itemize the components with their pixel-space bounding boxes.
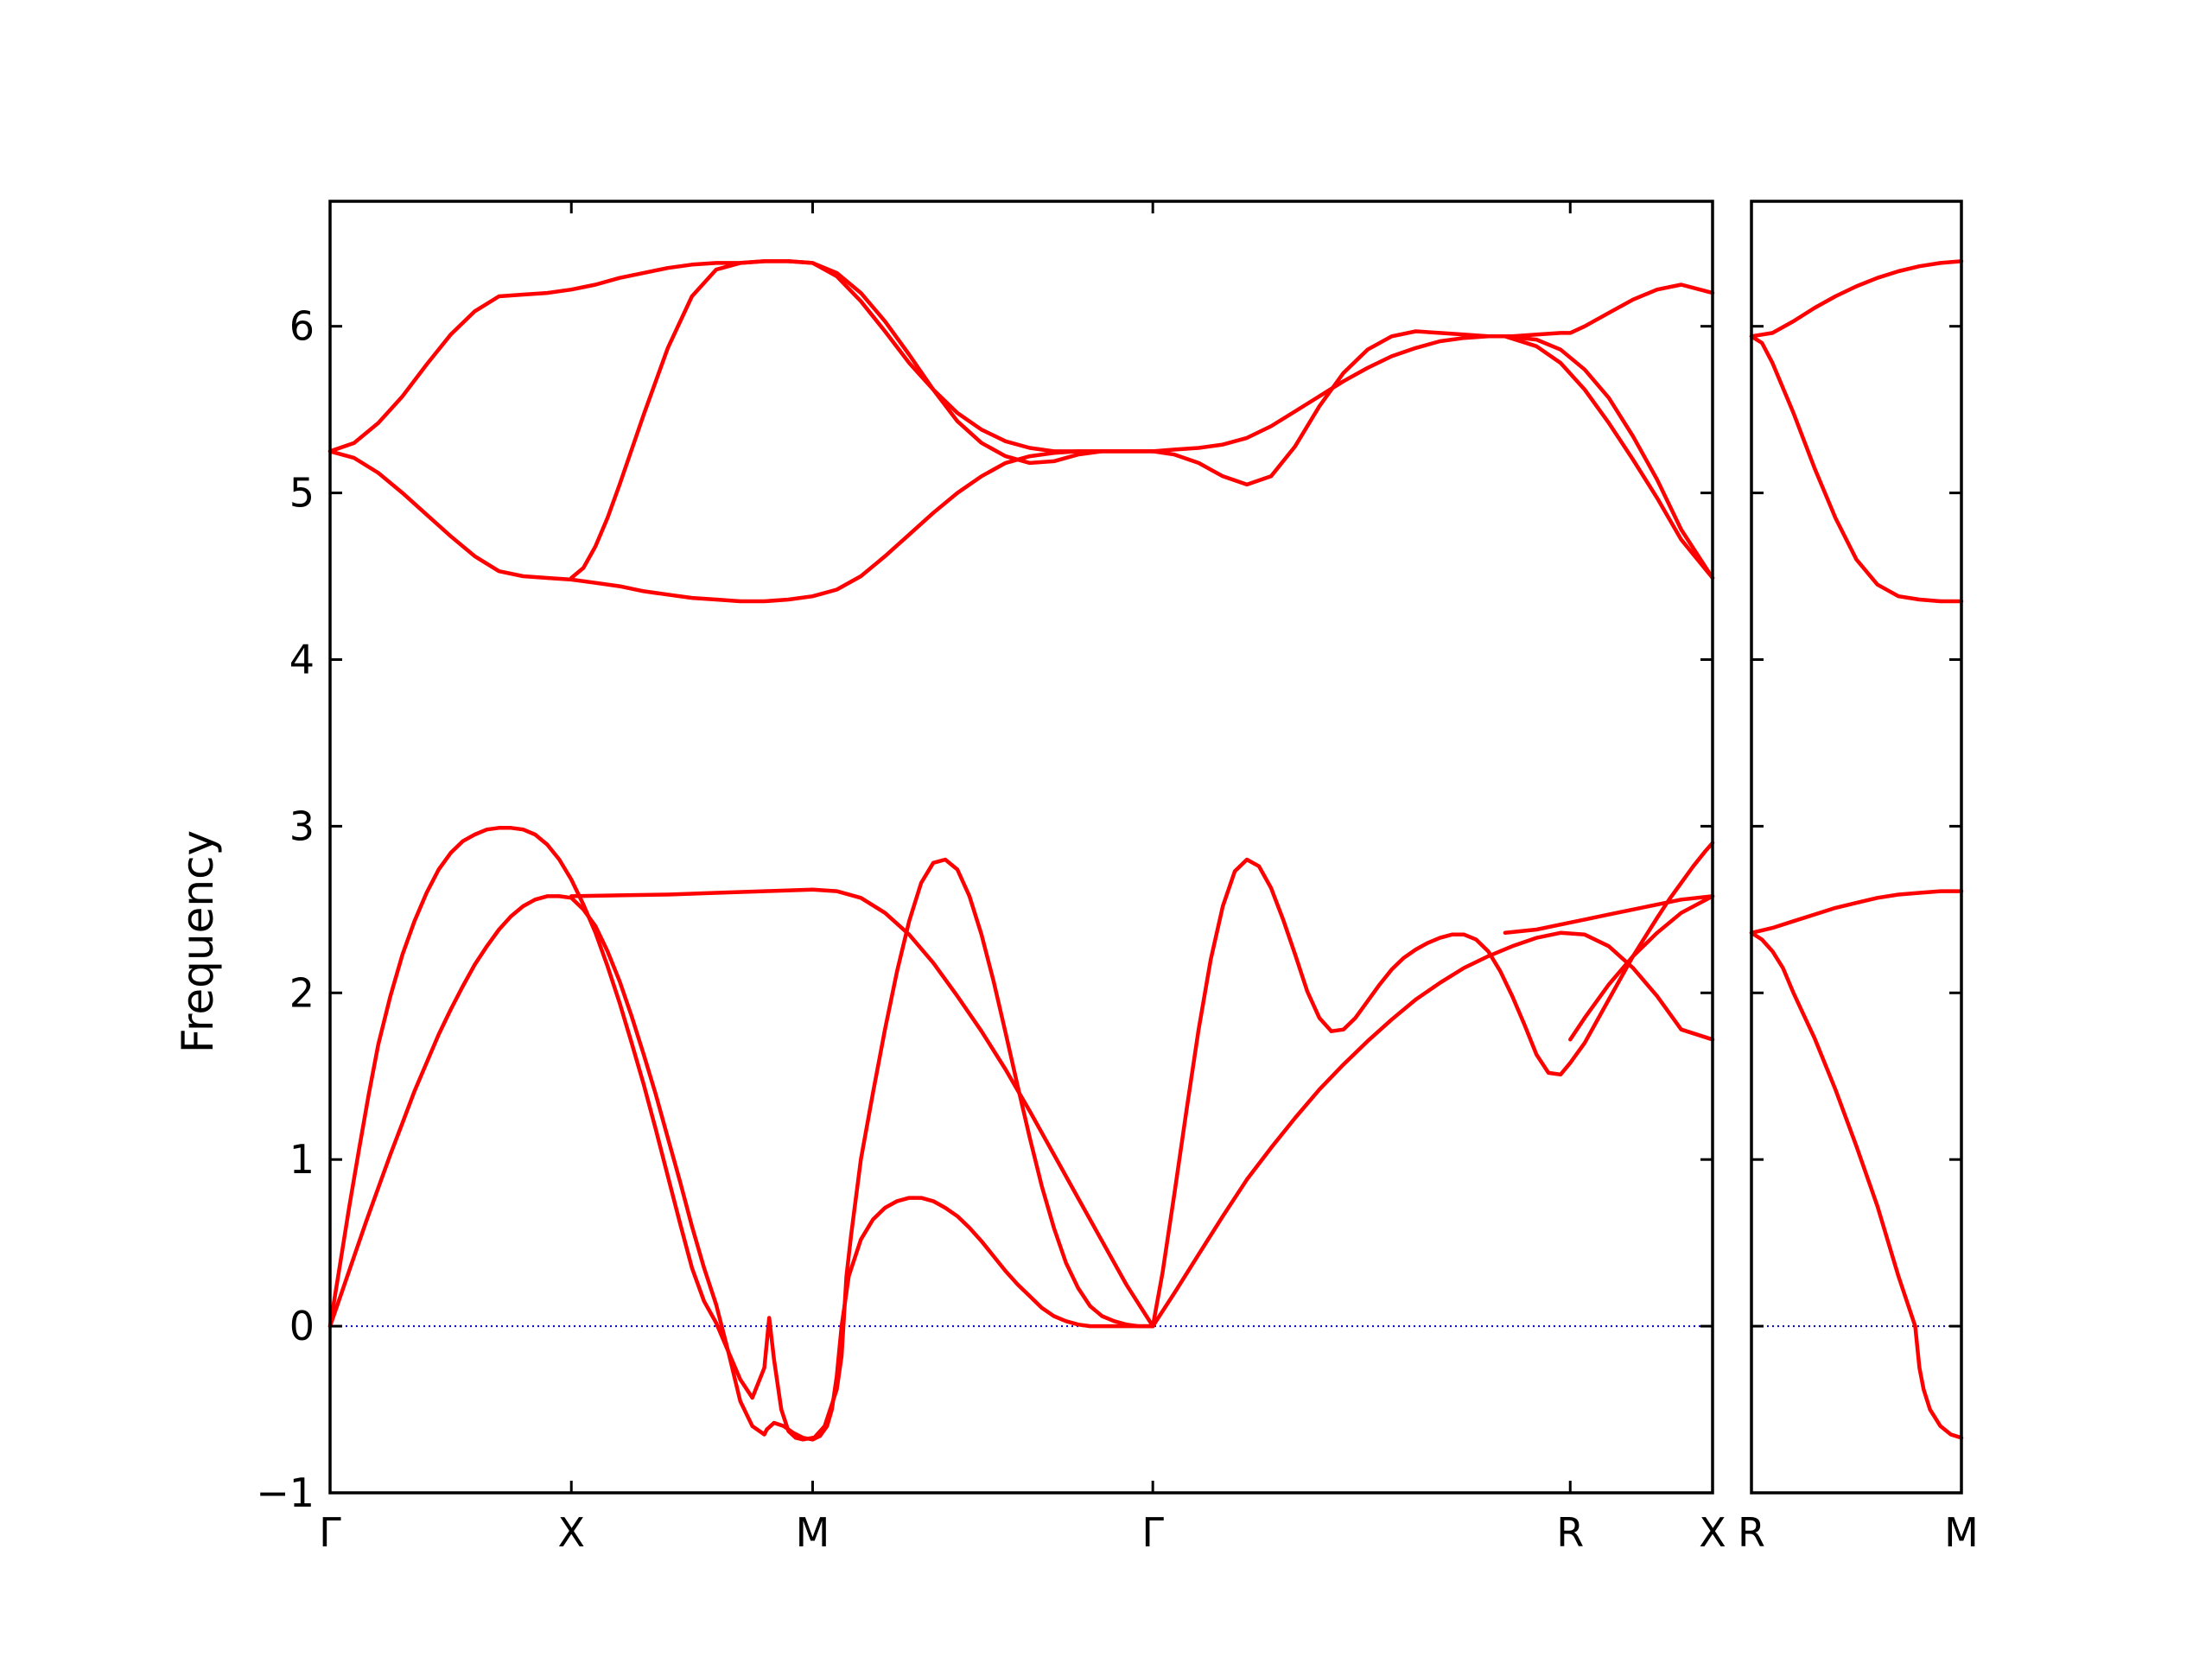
x-tick-label: Γ [319, 1509, 341, 1556]
main-band-3 [569, 887, 1155, 1329]
x-tick-label: X [1699, 1509, 1726, 1556]
y-axis-label: Frequency [173, 830, 223, 1053]
y-tick-label: 3 [289, 803, 315, 849]
x-tick-label: R [1556, 1509, 1584, 1556]
x-tick-label: M [796, 1509, 830, 1556]
main-plot-frame [328, 200, 1714, 1495]
side-band-3 [1749, 889, 1964, 936]
y-tick-label: 6 [289, 303, 315, 350]
main-band-15 [1150, 334, 1715, 581]
x-tick-label: M [1944, 1509, 1979, 1556]
main-band-panel: −1 0 1 2 3 4 5 6 Γ X M Γ R X [256, 200, 1726, 1556]
main-band-5 [810, 857, 1155, 1442]
main-band-1 [327, 826, 815, 1442]
main-band-13 [569, 259, 1155, 581]
y-tick-label: −1 [256, 1469, 315, 1516]
x-tick-label: Γ [1141, 1509, 1164, 1556]
main-band-4 [810, 1196, 1155, 1442]
x-tick-label: X [557, 1509, 585, 1556]
main-band-12 [327, 449, 1155, 604]
main-band-11 [327, 259, 1155, 466]
y-tick-label: 2 [289, 969, 315, 1016]
main-band-14 [1150, 282, 1715, 487]
y-tick-label: 0 [289, 1303, 315, 1349]
main-band-8 [1568, 841, 1715, 1065]
side-band-4 [1749, 930, 1964, 1440]
y-tick-label: 5 [289, 470, 315, 517]
main-band-9 [1568, 894, 1715, 1042]
main-band-6 [1150, 857, 1573, 1329]
side-band-1 [1749, 259, 1964, 339]
x-tick-label: R [1738, 1509, 1765, 1556]
y-tick-label: 1 [289, 1136, 315, 1183]
side-band-2 [1749, 334, 1964, 604]
side-plot-frame [1750, 200, 1963, 1495]
main-band-16 [1503, 334, 1715, 581]
main-band-7 [1150, 930, 1715, 1329]
y-tick-label: 4 [289, 636, 315, 682]
main-band-10 [1503, 894, 1715, 936]
main-band-2 [327, 894, 815, 1442]
